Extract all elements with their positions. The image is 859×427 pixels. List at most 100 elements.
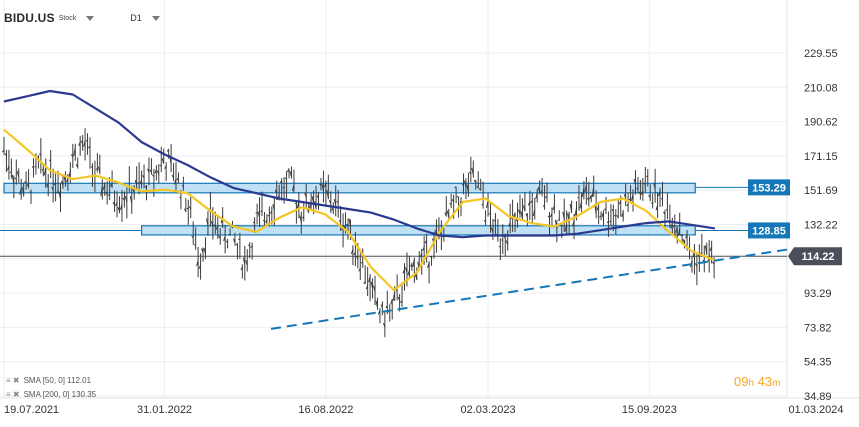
y-tick-label: 54.35: [804, 357, 832, 369]
current-price-tag: [788, 247, 842, 266]
ohlc-tick: [363, 281, 366, 284]
candle-countdown: 09h 43m: [734, 374, 780, 389]
ohlc-tick: [218, 235, 221, 239]
ohlc-tick: [245, 260, 248, 266]
ohlc-tick: [65, 178, 69, 183]
price-level-label: 153.29: [752, 182, 786, 194]
ohlc-tick: [604, 208, 607, 211]
sma200-legend-icons[interactable]: ≡ ✖: [6, 390, 20, 399]
ohlc-tick: [650, 202, 653, 205]
ohlc-tick: [350, 249, 354, 255]
x-tick-label: 16.08.2022: [298, 404, 353, 416]
ohlc-tick: [73, 147, 76, 157]
ohlc-tick: [540, 189, 543, 194]
sma200-legend-label: SMA [200, 0] 130.35: [23, 390, 97, 399]
ohlc-tick: [545, 195, 548, 199]
ohlc-tick: [60, 180, 64, 186]
ohlc-tick: [151, 174, 155, 178]
trendline: [270, 248, 788, 330]
ohlc-tick: [269, 211, 273, 214]
ohlc-tick: [181, 184, 184, 187]
ohlc-tick: [147, 168, 150, 173]
ohlc-tick: [348, 218, 351, 227]
ohlc-tick: [16, 171, 20, 178]
ohlc-tick: [513, 212, 516, 218]
sma50-legend[interactable]: ≡ ✖ SMA [50, 0] 112.01: [6, 376, 91, 385]
ohlc-tick: [161, 158, 165, 164]
y-tick-label: 73.82: [804, 322, 832, 334]
ohlc-tick: [11, 174, 15, 184]
symbol-dropdown-chevron-icon[interactable]: [86, 15, 95, 21]
price-bars: [2, 128, 715, 338]
ohlc-tick: [176, 177, 179, 181]
sma200-legend[interactable]: ≡ ✖ SMA [200, 0] 130.35: [6, 390, 96, 399]
ohlc-tick: [574, 207, 577, 216]
sma200-line: [3, 89, 716, 239]
ohlc-tick: [670, 223, 673, 229]
ohlc-tick: [336, 200, 339, 203]
price-level-tag: [748, 179, 790, 196]
ohlc-tick: [648, 194, 651, 199]
ohlc-tick: [547, 215, 550, 218]
ohlc-tick: [188, 206, 192, 210]
ohlc-tick: [2, 149, 5, 153]
ohlc-tick: [527, 201, 531, 206]
ohlc-tick: [186, 207, 189, 210]
ohlc-tick: [19, 187, 22, 195]
ohlc-tick: [601, 213, 605, 219]
ohlc-tick: [520, 211, 523, 219]
ohlc-tick: [385, 305, 388, 309]
ohlc-tick: [316, 195, 319, 199]
sma50-legend-icons[interactable]: ≡ ✖: [6, 376, 20, 385]
ohlc-tick: [358, 267, 361, 272]
ohlc-tick: [85, 139, 88, 142]
ohlc-tick: [373, 285, 376, 292]
ohlc-tick: [628, 198, 631, 201]
ohlc-tick: [508, 222, 511, 227]
ohlc-tick: [675, 226, 678, 233]
ohlc-tick: [228, 233, 231, 236]
ohlc-tick: [9, 171, 12, 174]
ohlc-tick: [380, 304, 383, 308]
ohlc-tick: [449, 202, 452, 206]
ohlc-tick: [319, 183, 322, 186]
ohlc-tick: [346, 223, 349, 227]
ohlc-tick: [473, 179, 477, 183]
countdown-hours-unit: h: [748, 378, 755, 389]
ohlc-tick: [646, 175, 648, 178]
ohlc-tick: [424, 240, 428, 244]
ohlc-tick: [621, 211, 624, 218]
ohlc-tick: [53, 182, 57, 186]
ohlc-tick: [48, 159, 52, 162]
timeframe-selector[interactable]: D1: [130, 13, 142, 23]
ohlc-tick: [21, 187, 25, 195]
ohlc-tick: [43, 167, 47, 176]
countdown-minutes-unit: m: [772, 378, 781, 389]
ohlc-tick: [599, 215, 602, 218]
ohlc-tick: [110, 182, 113, 187]
ohlc-tick: [643, 182, 646, 185]
ohlc-tick: [712, 261, 715, 265]
ohlc-tick: [333, 198, 337, 206]
timeframe-dropdown-chevron-icon[interactable]: [151, 15, 160, 21]
ohlc-tick: [419, 253, 423, 258]
ohlc-tick: [142, 175, 145, 178]
symbol-name[interactable]: BIDU.US: [4, 11, 55, 25]
y-tick-label: 93.29: [804, 288, 832, 300]
ohlc-tick: [264, 219, 268, 223]
ohlc-tick: [301, 216, 305, 219]
ohlc-tick: [24, 181, 27, 184]
ohlc-tick: [414, 273, 418, 280]
ohlc-tick: [232, 238, 236, 243]
countdown-minutes: 43: [757, 374, 773, 389]
ohlc-tick: [119, 204, 123, 210]
ohlc-tick: [289, 171, 292, 177]
ohlc-tick: [368, 276, 371, 283]
ohlc-tick: [355, 256, 359, 259]
resistance-zone: [3, 182, 696, 194]
ohlc-tick: [205, 218, 209, 226]
ohlc-tick: [70, 154, 74, 158]
ohlc-tick: [422, 246, 425, 251]
ohlc-tick: [609, 220, 612, 223]
ohlc-tick: [471, 167, 474, 175]
